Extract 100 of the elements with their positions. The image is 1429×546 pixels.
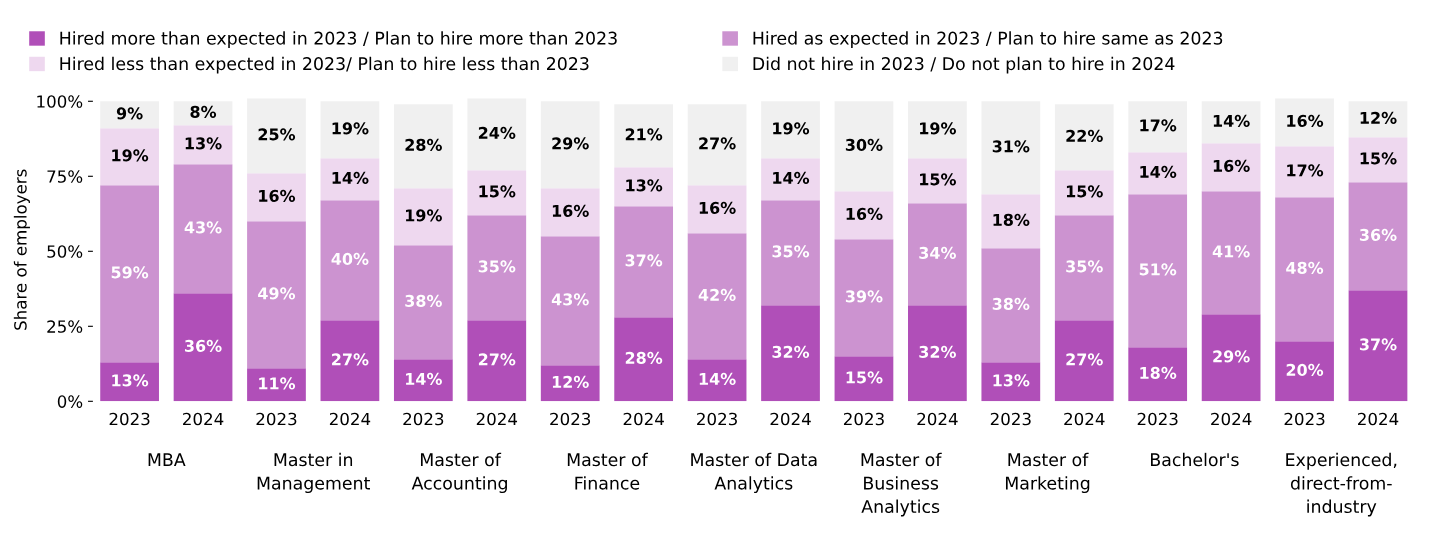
data-label: 27%: [1066, 353, 1103, 366]
bar: [100, 128, 159, 186]
data-label: 35%: [1066, 260, 1103, 273]
text: Master in Management: [257, 452, 370, 494]
bar: [540, 365, 600, 402]
bar: [1201, 191, 1261, 315]
data-label: 17%: [1287, 164, 1324, 177]
data-label: 15%: [1360, 152, 1397, 165]
bar: [981, 362, 1041, 402]
bar: [614, 167, 674, 207]
bar: [247, 173, 306, 222]
data-label: 16%: [552, 204, 589, 217]
x-tick-label: 2024: [1064, 412, 1105, 426]
data-label: 11%: [259, 377, 296, 390]
data-label: 49%: [258, 287, 296, 300]
data-label: 36%: [184, 339, 222, 352]
data-label: 19%: [406, 209, 442, 222]
data-label: 37%: [625, 254, 663, 267]
data-label: 9%: [116, 107, 143, 120]
bar: [320, 158, 380, 201]
data-label: 16%: [699, 201, 736, 214]
y-tick-label: 75%: [47, 170, 83, 183]
data-label: 19%: [332, 122, 369, 135]
data-label: 59%: [111, 266, 149, 279]
data-label: 42%: [698, 288, 736, 301]
data-label: 16%: [1213, 159, 1250, 172]
bar: [908, 101, 967, 159]
bar: [908, 203, 967, 306]
x-tick-label: 2024: [476, 412, 518, 426]
bar: [100, 101, 159, 129]
data-label: 19%: [920, 122, 956, 135]
data-label: 43%: [551, 293, 589, 306]
bar: [761, 200, 820, 306]
data-label: 29%: [552, 137, 589, 150]
data-label: 25%: [258, 128, 296, 141]
data-label: 27%: [332, 353, 369, 366]
x-tick-label: 2023: [990, 412, 1031, 426]
x-tick-label: 2023: [256, 412, 297, 426]
data-label: 35%: [478, 260, 516, 273]
bar: [1275, 98, 1334, 147]
x-tick-label: 2024: [917, 412, 958, 426]
data-label: 48%: [1286, 261, 1324, 274]
bar: [540, 236, 600, 366]
data-label: 28%: [625, 351, 663, 364]
data-label: 40%: [331, 252, 369, 265]
legend-label: Hired as expected in 2023 / Plan to hire same as 2023: [753, 31, 1223, 49]
x-tick-label: 2023: [109, 412, 150, 426]
bar: [1275, 197, 1334, 342]
bar: [761, 158, 820, 201]
x-tick-label: 2023: [697, 412, 737, 426]
text: Bachelor's: [1151, 452, 1239, 467]
bar: [1054, 104, 1114, 171]
bar: [247, 221, 306, 369]
x-tick-label: 2024: [770, 412, 811, 426]
data-label: 51%: [1139, 263, 1177, 276]
bar: [393, 188, 453, 246]
bar: [834, 356, 894, 402]
x-tick-label: 2024: [623, 412, 664, 426]
data-label: 14%: [406, 372, 442, 385]
data-label: 14%: [332, 171, 369, 184]
data-label: 38%: [405, 294, 442, 307]
data-label: 16%: [1287, 114, 1324, 127]
bar: [981, 194, 1041, 249]
data-label: 12%: [552, 375, 589, 388]
x-tick-label: 2024: [1358, 412, 1399, 426]
bar: [393, 245, 453, 360]
data-label: 27%: [699, 137, 736, 150]
x-tick-label: 2023: [1137, 412, 1178, 426]
data-label: 27%: [478, 353, 516, 366]
data-label: 38%: [992, 297, 1030, 310]
data-label: 14%: [773, 171, 810, 184]
data-label: 8%: [190, 105, 217, 118]
bar: [467, 170, 527, 216]
data-label: 15%: [1066, 185, 1103, 198]
bar: [981, 101, 1041, 195]
text: Master of Business Analytics: [861, 452, 942, 517]
bar: [908, 158, 967, 204]
bar: [1201, 314, 1261, 402]
data-label: 28%: [405, 138, 442, 151]
bar: [320, 101, 380, 159]
bar: [1348, 101, 1408, 138]
x-tick-label: 2023: [843, 412, 884, 426]
legend-label: Hired less than expected in 2023/ Plan to hire less than 2023: [60, 56, 589, 74]
data-label: 18%: [1140, 366, 1177, 379]
data-label: 14%: [699, 372, 736, 385]
data-label: 24%: [478, 126, 516, 139]
data-label: 37%: [1359, 338, 1397, 351]
bar: [540, 188, 600, 237]
data-label: 12%: [1360, 111, 1397, 124]
bar: [467, 215, 527, 321]
data-label: 21%: [625, 128, 663, 141]
bar: [393, 359, 453, 402]
x-tick-label: 2023: [1284, 412, 1325, 426]
data-label: 18%: [993, 213, 1030, 226]
data-label: 43%: [184, 221, 222, 234]
data-label: 17%: [1140, 119, 1177, 132]
bar: [1054, 215, 1114, 321]
x-tick-label: 2023: [550, 412, 591, 426]
bar: [614, 317, 674, 402]
data-label: 15%: [846, 371, 883, 384]
